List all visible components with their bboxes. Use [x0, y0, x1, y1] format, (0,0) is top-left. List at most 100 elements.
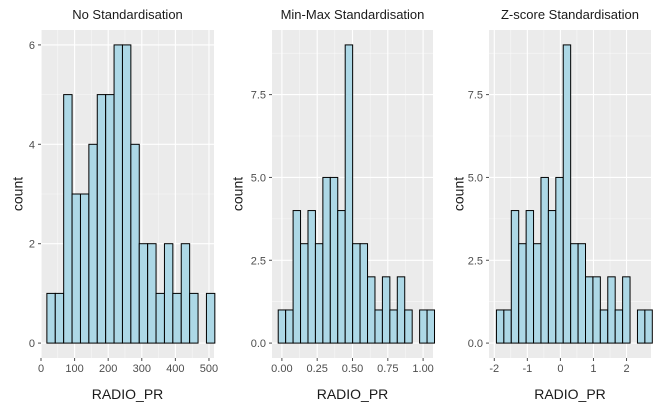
histogram-bar: [130, 143, 140, 344]
histogram-bar: [426, 309, 436, 344]
histogram-bar: [46, 292, 56, 344]
chart-panel-3: -2 -1 0 1 2 0.0 2.5 5.0 7.5 Z-score Standardisati…: [451, 7, 653, 402]
histogram-bar: [644, 309, 653, 344]
x-tick-label: 1.00: [412, 363, 433, 375]
x-tick-label: 0: [557, 363, 563, 375]
histogram-bar: [555, 176, 564, 344]
histogram-bar: [71, 193, 81, 344]
x-tick-label: 100: [65, 363, 83, 375]
histogram-bar: [180, 243, 191, 344]
y-axis-label: count: [230, 177, 246, 211]
histogram-bar: [622, 276, 631, 344]
histogram-bar: [121, 44, 132, 344]
y-tick-label: 2.5: [468, 255, 483, 267]
histogram-bar: [585, 276, 594, 344]
x-tick-label: -2: [489, 363, 499, 375]
histogram-bar: [172, 292, 182, 344]
histogram-bar: [292, 210, 302, 344]
x-tick-label: 200: [99, 363, 117, 375]
y-tick-label: 0.0: [251, 338, 266, 350]
x-axis-label: RADIO_PR: [92, 386, 164, 402]
histogram-bar: [374, 309, 383, 344]
histogram-bar: [155, 292, 165, 344]
histogram-bar: [79, 193, 90, 344]
histogram-bar: [277, 309, 287, 344]
histogram-bar: [547, 210, 557, 344]
histogram-bar: [63, 94, 73, 344]
histogram-bar: [495, 309, 505, 344]
histogram-bar: [614, 309, 624, 344]
y-tick-label: 5.0: [251, 172, 266, 184]
x-tick-label: 400: [166, 363, 184, 375]
y-tick-label: 6: [29, 40, 35, 52]
histogram-bar: [147, 243, 157, 344]
x-tick-label: 0: [38, 363, 44, 375]
histogram-bar: [577, 243, 587, 344]
histogram-bar: [138, 243, 149, 344]
histogram-bar: [533, 243, 542, 344]
y-tick-label: 4: [29, 139, 35, 151]
x-axis-label: RADIO_PR: [534, 386, 606, 402]
chart-title: Z-score Standardisation: [501, 7, 639, 22]
histogram-bar: [96, 94, 107, 344]
histogram-bar: [285, 309, 294, 344]
histogram-bar: [205, 292, 216, 344]
histogram-bar: [322, 176, 331, 344]
histogram-bar: [54, 292, 65, 344]
histogram-bar: [540, 176, 549, 344]
y-axis-label: count: [10, 177, 26, 211]
chart-title: Min-Max Standardisation: [281, 7, 425, 22]
chart-panel-1: 0 100 200 300 400 500 0 2 4 6 No Standardisation RA…: [10, 7, 218, 402]
histogram-bar: [396, 276, 406, 344]
x-tick-label: 2: [623, 363, 629, 375]
histogram-bar: [592, 276, 601, 344]
histogram-bar: [599, 309, 609, 344]
histogram-bar: [562, 44, 572, 344]
histogram-bar: [189, 292, 199, 344]
histogram-bar: [337, 210, 346, 344]
y-tick-label: 2: [29, 239, 35, 251]
x-tick-label: 0.75: [377, 363, 398, 375]
chart-title: No Standardisation: [72, 7, 183, 22]
histogram-bar: [344, 44, 354, 344]
x-tick-label: -1: [522, 363, 532, 375]
histogram-bar: [113, 44, 123, 344]
histogram-bar: [105, 94, 115, 344]
histogram-bar: [570, 243, 579, 344]
histogram-bar: [329, 176, 339, 344]
histogram-bar: [419, 309, 428, 344]
histogram-bar: [352, 243, 361, 344]
histogram-bar: [381, 276, 391, 344]
x-tick-label: 1: [590, 363, 596, 375]
histogram-bar: [636, 309, 646, 344]
histogram-bar: [300, 243, 309, 344]
histogram-bar: [525, 210, 535, 344]
x-axis-label: RADIO_PR: [317, 386, 389, 402]
y-tick-label: 2.5: [251, 255, 266, 267]
y-tick-label: 0.0: [468, 338, 483, 350]
histogram-bar: [307, 210, 316, 344]
x-tick-label: 0.25: [306, 363, 327, 375]
histogram-bar: [88, 143, 98, 344]
x-tick-label: 500: [200, 363, 218, 375]
y-axis-label: count: [451, 177, 467, 211]
histogram-bar: [518, 243, 527, 344]
x-tick-label: 0.50: [342, 363, 363, 375]
y-tick-label: 0: [29, 338, 35, 350]
histogram-bar: [367, 276, 376, 344]
chart-panel-2: 0.00 0.25 0.50 0.75 1.00 0.0 2.5 5.0 7.5 Min-Max …: [230, 7, 436, 402]
histogram-bar: [389, 309, 398, 344]
histogram-bar: [314, 243, 324, 344]
x-tick-label: 0.00: [271, 363, 292, 375]
histogram-bar: [404, 309, 413, 344]
y-tick-label: 7.5: [251, 90, 266, 102]
histogram-bar: [163, 243, 174, 344]
y-tick-label: 7.5: [468, 90, 483, 102]
y-tick-label: 5.0: [468, 172, 483, 184]
histogram-bar: [359, 243, 369, 344]
histogram-bar: [607, 276, 616, 344]
histogram-bar: [510, 210, 520, 344]
x-tick-label: 300: [133, 363, 151, 375]
